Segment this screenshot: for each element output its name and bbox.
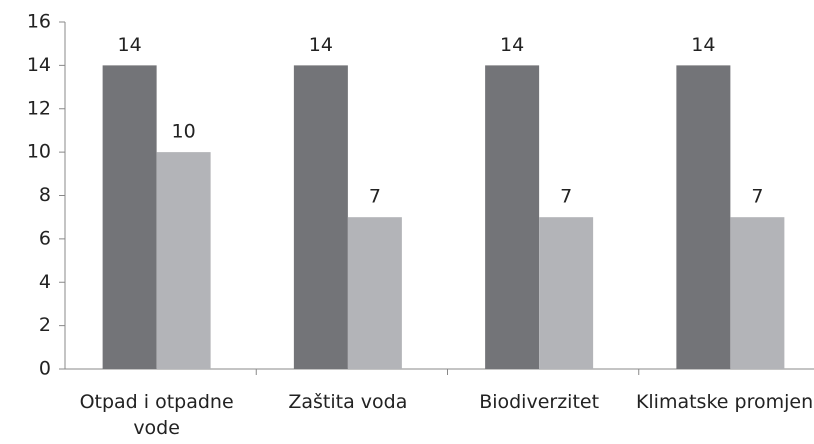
x-tick-label: Zaštita voda	[288, 391, 408, 413]
data-label: 14	[691, 34, 715, 56]
data-label: 7	[369, 186, 381, 208]
data-label: 14	[118, 34, 142, 56]
y-tick-label: 8	[39, 184, 51, 206]
x-tick-label: Klimatske promjene	[635, 391, 814, 413]
bar	[293, 65, 348, 369]
bar	[102, 65, 157, 369]
y-tick-label: 6	[39, 227, 51, 249]
data-label: 10	[172, 121, 196, 143]
bar	[676, 65, 731, 369]
x-tick-label: Biodiverzitet	[479, 391, 600, 413]
bar	[485, 65, 540, 369]
y-tick-label: 0	[39, 358, 51, 380]
y-tick-label: 2	[39, 314, 51, 336]
bar	[347, 217, 402, 369]
y-tick-label: 10	[27, 141, 51, 163]
data-label: 14	[500, 34, 524, 56]
data-label: 7	[560, 186, 572, 208]
y-tick-label: 16	[27, 11, 51, 33]
bar	[156, 152, 211, 369]
y-tick-label: 4	[39, 271, 51, 293]
x-tick-label: Otpad i otpadne vode	[79, 391, 234, 439]
y-tick-label: 12	[27, 97, 51, 119]
bar	[730, 217, 785, 369]
bar	[539, 217, 594, 369]
data-label: 14	[309, 34, 333, 56]
data-label: 7	[751, 186, 763, 208]
y-tick-label: 14	[27, 54, 51, 76]
